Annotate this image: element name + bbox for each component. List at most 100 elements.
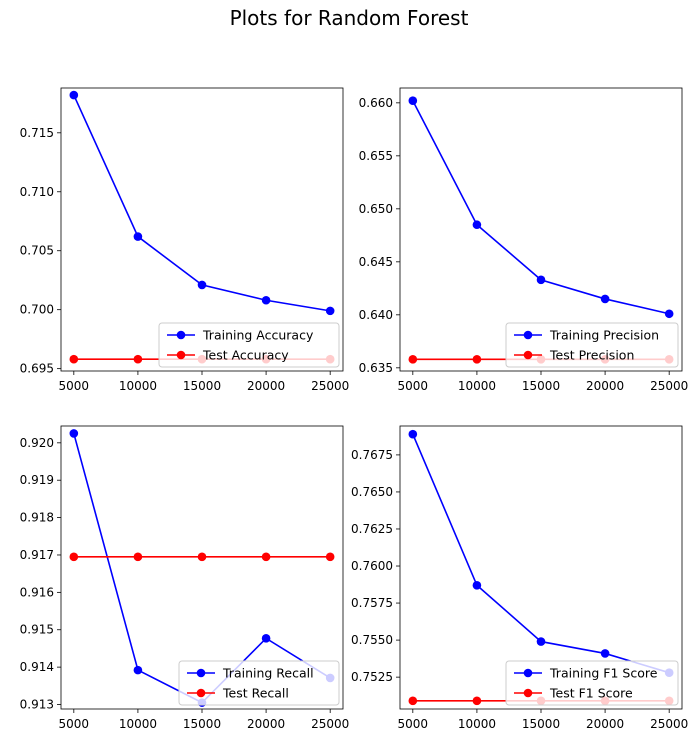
y-tick-label: 0.7675 <box>351 448 393 462</box>
subplot-4: 0.7525 0.7550 0.7575 0.7600 0.7625 0.7650 0.76… <box>351 425 688 731</box>
y-tick-label: 0.695 <box>20 362 54 376</box>
test-data-point <box>69 552 79 562</box>
x-tick-label: 5000 <box>59 379 90 393</box>
training-data-point <box>472 220 482 230</box>
test-data-point <box>472 355 482 364</box>
test-data-point <box>408 355 418 364</box>
training-data-point <box>600 649 610 658</box>
y-tick-label: 0.914 <box>20 660 54 674</box>
legend-marker <box>523 330 533 340</box>
legend-marker <box>176 350 186 360</box>
figure-title: Plots for Random Forest <box>229 6 469 30</box>
legend-marker <box>523 688 533 698</box>
x-tick-label: 15000 <box>522 717 560 731</box>
legend-box <box>505 660 679 706</box>
axes-frame <box>399 87 683 372</box>
legend-marker <box>176 330 186 340</box>
test-data-point <box>197 552 207 562</box>
x-tick-label: 5000 <box>398 717 429 731</box>
y-tick-label: 0.918 <box>20 511 54 525</box>
training-data-point <box>325 306 335 316</box>
legend-box <box>178 660 340 706</box>
y-tick-label: 0.635 <box>359 361 393 375</box>
y-tick-label: 0.640 <box>359 308 393 322</box>
test-data-point <box>69 354 79 364</box>
legend-marker <box>196 668 206 678</box>
test-data-point <box>261 552 271 562</box>
legend-label: Training F1 Score <box>549 666 658 681</box>
x-tick-label: 25000 <box>650 717 688 731</box>
training-data-point <box>261 295 271 305</box>
x-tick-label: 25000 <box>311 717 349 731</box>
y-tick-label: 0.655 <box>359 149 393 163</box>
legend-label: Training Recall <box>222 666 314 681</box>
subplot-1: 0.695 0.700 0.705 0.710 0.715 5000 10000 15000 2… <box>20 87 349 393</box>
axes-frame <box>60 87 344 372</box>
y-tick-label: 0.917 <box>20 548 54 562</box>
x-tick-label: 10000 <box>458 717 496 731</box>
training-data-point <box>664 309 674 319</box>
axes-frame <box>60 425 344 710</box>
training-data-point <box>197 280 207 290</box>
legend-label: Test Recall <box>222 686 289 701</box>
x-tick-label: 25000 <box>650 379 688 393</box>
legend-box <box>505 322 679 368</box>
training-data-point <box>133 665 143 675</box>
x-tick-label: 20000 <box>247 379 285 393</box>
y-tick-label: 0.705 <box>20 244 54 258</box>
x-tick-label: 5000 <box>59 717 90 731</box>
y-tick-label: 0.700 <box>20 303 54 317</box>
y-tick-label: 0.7650 <box>351 485 393 499</box>
x-tick-label: 5000 <box>398 379 429 393</box>
legend-marker <box>523 668 533 678</box>
y-tick-label: 0.913 <box>20 698 54 712</box>
legend-box <box>158 322 340 368</box>
x-tick-label: 10000 <box>458 379 496 393</box>
training-data-point <box>408 429 418 439</box>
legend-label: Test F1 Score <box>549 686 633 701</box>
y-tick-label: 0.7575 <box>351 596 393 610</box>
y-tick-label: 0.715 <box>20 126 54 140</box>
legend-label: Test Accuracy <box>202 348 289 363</box>
test-data-point <box>325 552 335 562</box>
training-series-line <box>73 94 331 312</box>
y-tick-label: 0.7600 <box>351 559 393 573</box>
training-data-point <box>536 275 546 285</box>
x-tick-label: 15000 <box>183 379 221 393</box>
test-data-point <box>133 354 143 364</box>
y-tick-label: 0.660 <box>359 96 393 110</box>
training-data-point <box>408 96 418 106</box>
y-tick-label: 0.7550 <box>351 633 393 647</box>
legend: Training Recall Test Recall <box>178 660 340 706</box>
test-data-point <box>472 696 482 706</box>
training-data-point <box>69 429 79 438</box>
legend-label: Training Accuracy <box>202 328 314 343</box>
legend-label: Test Precision <box>549 348 634 363</box>
training-data-point <box>600 294 610 304</box>
y-tick-label: 0.645 <box>359 255 393 269</box>
y-tick-label: 0.7525 <box>351 670 393 684</box>
y-tick-label: 0.650 <box>359 202 393 216</box>
y-tick-label: 0.7625 <box>351 522 393 536</box>
y-tick-label: 0.919 <box>20 473 54 487</box>
y-tick-label: 0.920 <box>20 436 54 450</box>
test-data-point <box>408 696 418 706</box>
x-tick-label: 25000 <box>311 379 349 393</box>
x-tick-label: 20000 <box>586 379 624 393</box>
x-tick-label: 15000 <box>522 379 560 393</box>
training-data-point <box>536 637 546 646</box>
legend-marker <box>196 688 206 698</box>
training-data-point <box>133 232 143 241</box>
training-data-point <box>261 634 271 643</box>
training-data-point <box>472 580 482 590</box>
legend: Training F1 Score Test F1 Score <box>505 660 679 706</box>
axes-frame <box>399 425 683 710</box>
y-tick-label: 0.915 <box>20 623 54 637</box>
y-tick-label: 0.710 <box>20 185 54 199</box>
legend-label: Training Precision <box>549 328 659 343</box>
x-tick-label: 20000 <box>586 717 624 731</box>
test-data-point <box>133 552 143 562</box>
x-tick-label: 10000 <box>119 717 157 731</box>
